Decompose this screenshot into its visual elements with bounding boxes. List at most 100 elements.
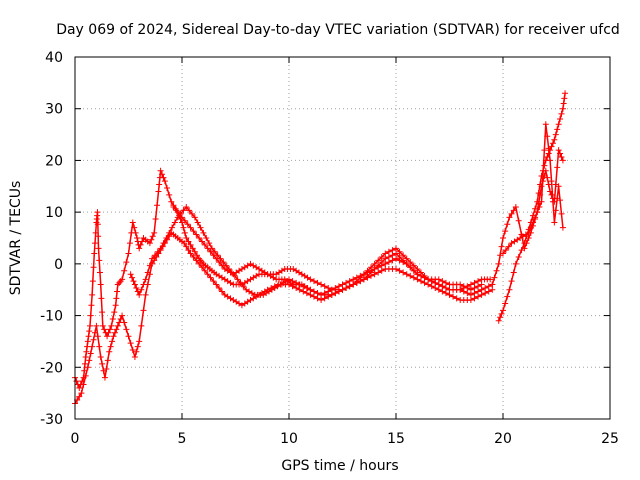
data-point [87, 312, 94, 319]
data-point [84, 364, 91, 371]
data-point [152, 216, 159, 223]
data-point [139, 238, 146, 245]
data-point [343, 279, 350, 286]
data-point [169, 224, 176, 231]
data-point [289, 278, 296, 285]
data-point [554, 126, 561, 133]
data-point [183, 235, 190, 241]
data-point [185, 247, 192, 254]
data-point [371, 271, 378, 278]
x-tick-labels: 0 5 10 15 20 25 [71, 431, 619, 447]
data-point [393, 250, 399, 257]
data-point [393, 266, 399, 273]
y-tick-label: 0 [54, 257, 63, 273]
data-point [378, 253, 385, 260]
data-point [90, 336, 97, 343]
data-point [137, 241, 144, 248]
data-point [187, 250, 194, 257]
data-point [460, 283, 467, 290]
data-point [385, 259, 392, 266]
data-point [113, 295, 120, 302]
data-point [407, 272, 414, 279]
data-point [154, 248, 161, 255]
data-point [99, 322, 106, 329]
data-point [144, 269, 151, 276]
data-point [389, 257, 396, 264]
data-point [185, 238, 192, 245]
data-point [94, 221, 101, 228]
data-point [86, 328, 93, 335]
data-point [414, 266, 421, 273]
data-point [375, 257, 382, 264]
data-point [417, 272, 424, 279]
data-point [314, 290, 321, 297]
data-point [191, 248, 198, 255]
data-point [90, 264, 97, 271]
data-point [478, 286, 485, 293]
data-point [201, 267, 208, 274]
data-point [96, 257, 103, 264]
data-point [89, 278, 96, 285]
data-point [181, 229, 188, 236]
data-point [475, 278, 482, 285]
data-point [339, 281, 346, 288]
data-point [360, 276, 367, 283]
data-point [506, 286, 513, 293]
data-point [552, 207, 559, 214]
data-point [478, 281, 485, 288]
data-point [104, 333, 111, 340]
data-point [529, 219, 536, 226]
data-point [417, 278, 424, 285]
data-point [453, 295, 460, 302]
data-point [432, 284, 439, 291]
data-point [106, 326, 113, 333]
data-point [131, 353, 138, 360]
data-point [557, 116, 564, 123]
series-track-5 [495, 90, 569, 324]
data-point [189, 245, 196, 252]
data-point [508, 210, 515, 217]
data-point [134, 343, 141, 350]
data-point [198, 238, 205, 245]
data-point [478, 291, 485, 298]
data-point [286, 276, 292, 283]
data-point [218, 262, 225, 269]
data-point [439, 288, 446, 295]
data-point [142, 291, 149, 298]
data-point [442, 284, 449, 291]
data-point [396, 248, 403, 255]
data-point [190, 253, 197, 260]
data-point [204, 271, 211, 278]
data-point [110, 333, 117, 340]
data-point [464, 284, 471, 291]
data-point [368, 269, 375, 276]
data-point [389, 247, 396, 254]
data-point [176, 210, 183, 217]
data-point [134, 288, 141, 295]
data-point [382, 250, 389, 257]
data-point [96, 269, 103, 276]
data-point [435, 281, 442, 288]
data-point [210, 278, 217, 285]
data-point [91, 240, 98, 247]
data-point [201, 241, 208, 248]
data-point [442, 290, 449, 297]
data-point [487, 276, 494, 283]
data-point [545, 145, 552, 152]
data-point [82, 353, 89, 360]
data-point [538, 198, 545, 205]
data-point [539, 172, 546, 179]
data-point [525, 229, 532, 236]
data-point [371, 266, 378, 273]
data-point [544, 174, 551, 181]
data-point [410, 274, 417, 281]
data-point [545, 181, 552, 188]
data-point [207, 274, 214, 281]
data-point [314, 295, 321, 302]
data-point [307, 276, 314, 283]
data-point [94, 333, 101, 340]
data-point [80, 381, 87, 388]
data-point [190, 228, 197, 235]
data-point [378, 259, 385, 266]
